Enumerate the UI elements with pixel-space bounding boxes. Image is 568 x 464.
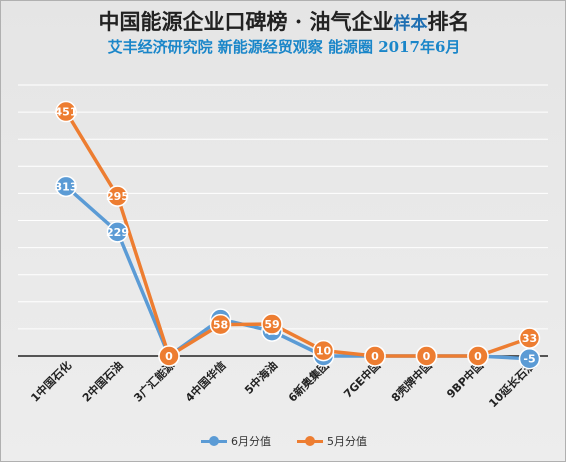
data-label-may: 0 [423, 350, 431, 363]
series-line-may [64, 110, 531, 358]
chart-title: 中国能源企业口碑榜 · 油气企业样本排名 [98, 9, 470, 34]
legend-item-june: 6月分值 [201, 433, 271, 449]
data-point-may [415, 345, 438, 367]
data-label-may: 451 [55, 106, 78, 119]
data-label-june: 229 [106, 226, 129, 239]
data-label-june: 313 [55, 180, 78, 193]
data-label-may: 0 [371, 350, 379, 363]
data-point-may [261, 313, 283, 335]
data-point-may [364, 345, 386, 367]
chart-subtitle: 艾丰经济研究院 新能源经贸观察 能源圈 2017年6月 [107, 38, 461, 56]
data-label-may: 0 [165, 350, 173, 363]
data-point-may [55, 100, 77, 123]
data-point-may [312, 339, 335, 362]
data-point-may [467, 345, 489, 367]
data-point-june [55, 175, 77, 198]
data-point-may [209, 313, 232, 336]
data-label-may: 58 [213, 319, 228, 332]
legend-label-may: 5月分值 [327, 435, 367, 448]
data-point-may [518, 327, 541, 349]
data-point-may [106, 185, 129, 207]
legend-swatch-june [201, 436, 227, 446]
data-label-may: 59 [264, 318, 279, 331]
data-label-may: 33 [522, 332, 537, 345]
data-label-may: 0 [474, 350, 482, 363]
data-point-may [158, 345, 180, 367]
data-label-may: 295 [106, 190, 129, 203]
data-label-june: -5 [523, 353, 535, 366]
legend-label-june: 6月分值 [231, 435, 271, 448]
legend-swatch-may [297, 436, 323, 446]
legend: 6月分值 5月分值 [0, 433, 568, 449]
data-label-may: 10 [316, 345, 332, 358]
data-point-june [106, 221, 129, 243]
legend-item-may: 5月分值 [297, 433, 367, 449]
